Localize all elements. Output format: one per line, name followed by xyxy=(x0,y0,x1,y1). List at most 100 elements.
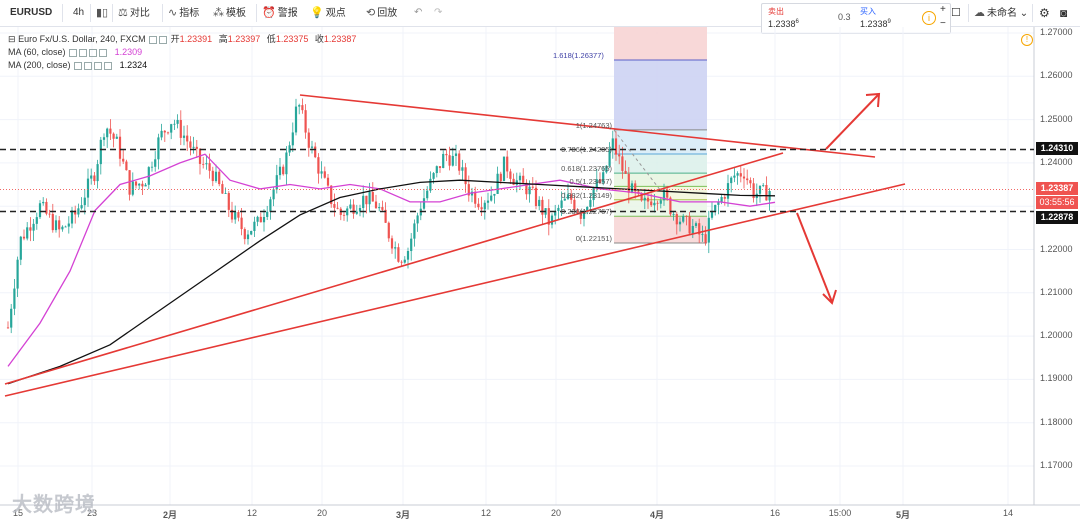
candle-body xyxy=(13,288,16,309)
sell-button[interactable]: 卖出 1.23386 xyxy=(768,6,799,30)
buy-button[interactable]: 买入 1.23389 xyxy=(860,6,891,30)
candle-body xyxy=(746,178,749,181)
candle-body xyxy=(733,175,736,178)
settings-small-icon[interactable] xyxy=(79,48,88,57)
fib-level-label: 0.618(1.23765) xyxy=(561,164,612,174)
candle-body xyxy=(51,213,54,231)
replay-button[interactable]: ⟲ 回放 xyxy=(366,5,397,21)
candle-body xyxy=(528,186,531,195)
price-tick: 1.21000 xyxy=(1040,286,1073,297)
candle-body xyxy=(333,204,336,208)
fullscreen-button[interactable]: ☐ xyxy=(951,5,961,21)
templates-button[interactable]: ⁂ 模板 xyxy=(213,5,246,21)
candle-body xyxy=(560,200,563,208)
candle-body xyxy=(627,173,630,193)
candle-body xyxy=(154,159,157,167)
zoom-in-button[interactable]: + xyxy=(940,4,946,15)
candle-body xyxy=(720,197,723,203)
ideas-button[interactable]: 💡 观点 xyxy=(310,5,346,21)
replay-label: 回放 xyxy=(377,8,398,19)
symbol-search[interactable]: EURUSD xyxy=(10,7,53,18)
candle-body xyxy=(480,207,483,210)
candle-body xyxy=(426,190,429,199)
candle-body xyxy=(634,183,637,192)
candle-body xyxy=(368,192,371,205)
candle-body xyxy=(250,230,253,235)
settings-button[interactable]: ⚙ xyxy=(1039,5,1050,21)
time-tick: 12 xyxy=(480,508,492,518)
candle-body xyxy=(611,138,614,150)
settings-small-icon[interactable] xyxy=(84,61,93,70)
candle-body xyxy=(259,216,262,223)
legend-ma60-row: MA (60, close) 1.2309 xyxy=(8,46,360,59)
layout-menu-button[interactable]: ☁ 未命名 ⌄ xyxy=(974,5,1028,21)
eye-icon[interactable] xyxy=(69,48,78,57)
undo-button[interactable]: ↶ xyxy=(414,7,423,18)
candle-body xyxy=(598,179,602,183)
candle-body xyxy=(192,146,195,148)
chart-type-button[interactable]: ▮▯ xyxy=(96,5,110,21)
candle-body xyxy=(189,141,192,148)
settings-small-icon[interactable] xyxy=(159,35,168,44)
candle-body xyxy=(675,214,678,225)
candle-body xyxy=(22,236,26,239)
candle-body xyxy=(301,105,304,111)
candle-body xyxy=(16,259,19,289)
candle-body xyxy=(323,171,326,178)
candle-body xyxy=(506,156,509,172)
candle-body xyxy=(115,136,118,139)
close-small-icon[interactable] xyxy=(94,61,103,70)
price-chart[interactable] xyxy=(0,27,1080,522)
compare-icon: ⚖ xyxy=(118,7,128,19)
indicators-button[interactable]: ∿ 指标 xyxy=(168,5,199,21)
candle-body xyxy=(659,200,662,204)
candle-body xyxy=(42,201,45,204)
candle-body xyxy=(102,137,106,140)
candle-body xyxy=(304,110,307,133)
candle-body xyxy=(653,202,656,206)
candle-body xyxy=(269,199,272,212)
candle-body xyxy=(122,158,125,162)
gear-icon: ⚙ xyxy=(1039,6,1050,20)
candle-body xyxy=(19,236,22,260)
eye-icon[interactable] xyxy=(74,61,83,70)
candle-body xyxy=(186,135,189,142)
redo-button[interactable]: ↷ xyxy=(434,7,443,18)
candle-body xyxy=(224,193,227,194)
candle-body xyxy=(112,133,115,139)
close-small-icon[interactable] xyxy=(89,48,98,57)
ma60-label: MA (60, close) xyxy=(8,47,66,57)
alert-info-icon[interactable]: ! xyxy=(1021,34,1033,46)
time-tick: 5月 xyxy=(895,510,911,520)
candle-body xyxy=(202,163,205,165)
zoom-out-button[interactable]: − xyxy=(940,18,946,29)
candle-body xyxy=(563,198,566,201)
info-icon[interactable]: i xyxy=(922,11,936,25)
horizontal-levels xyxy=(0,148,1034,213)
candle-body xyxy=(365,195,368,205)
candle-body xyxy=(160,130,163,138)
candle-body xyxy=(624,170,627,174)
more-icon[interactable] xyxy=(99,48,108,57)
high-key: 高 xyxy=(218,34,228,44)
candle-body xyxy=(93,175,96,182)
candle-body xyxy=(131,181,134,195)
interval-button[interactable]: 4h xyxy=(73,7,85,18)
trade-panel: 卖出 1.23386 0.3 买入 1.23389 i + − xyxy=(761,3,951,34)
candle-body xyxy=(742,176,746,179)
breakout-arrow-up-head xyxy=(865,92,881,108)
candle-body xyxy=(32,223,35,231)
collapse-icon[interactable]: ⊟ xyxy=(8,34,16,44)
eye-icon[interactable] xyxy=(149,35,158,44)
compare-button[interactable]: ⚖ 对比 xyxy=(118,5,150,21)
spread-value: 0.3 xyxy=(838,12,851,22)
candle-body xyxy=(595,179,598,188)
candle-body xyxy=(698,223,701,235)
candle-body xyxy=(384,209,387,223)
more-icon[interactable] xyxy=(104,61,113,70)
snapshot-button[interactable]: ◙ xyxy=(1060,5,1067,21)
time-tick: 23 xyxy=(86,508,98,518)
candle-body xyxy=(483,202,486,210)
camera-icon: ◙ xyxy=(1060,6,1068,20)
alert-button[interactable]: ⏰ 警报 xyxy=(262,5,298,21)
